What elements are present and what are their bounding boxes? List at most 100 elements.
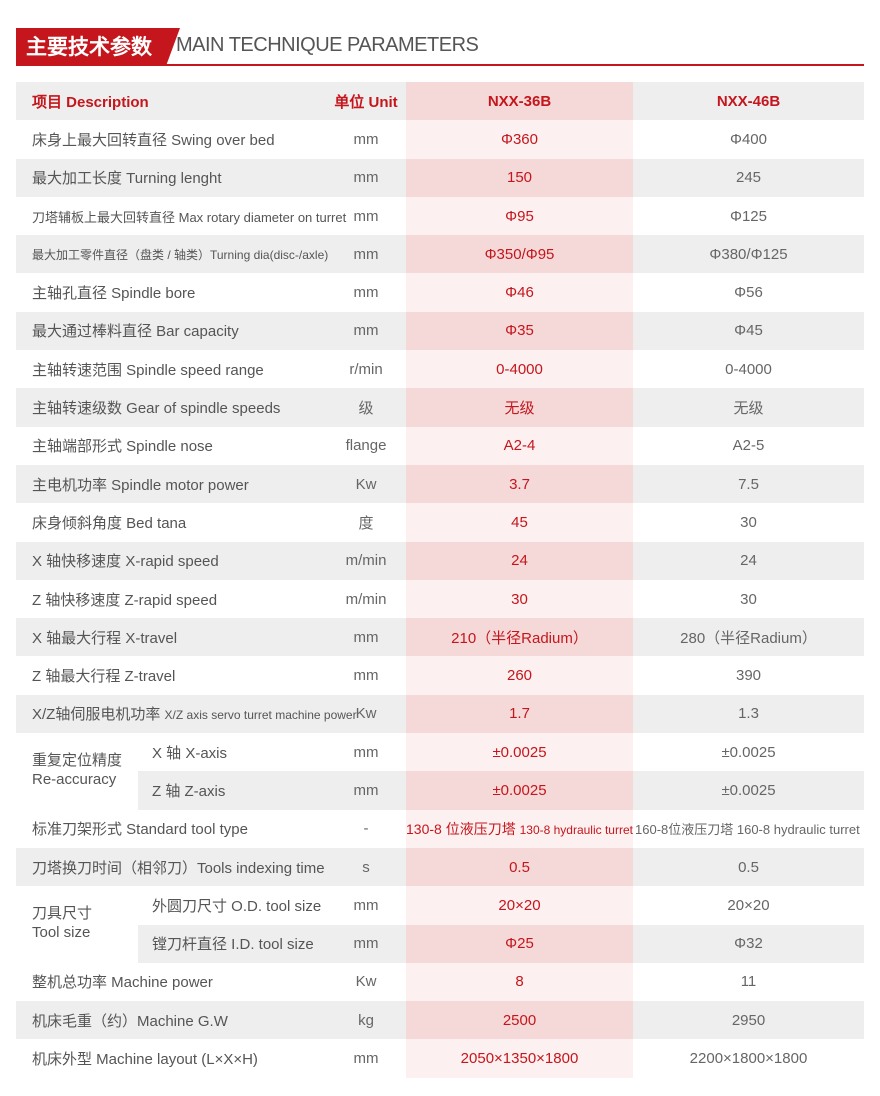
- row-unit: flange: [326, 426, 406, 465]
- row-value-model-1: 2050×1350×1800: [406, 1039, 633, 1078]
- row-value-model-1: 45: [406, 503, 633, 542]
- row-description: 主轴转速范围 Spindle speed range: [16, 350, 326, 389]
- accuracy-z-label: Z 轴 Z-axis: [152, 782, 226, 800]
- row-value-model-1: 2500: [406, 1001, 633, 1040]
- row-unit: mm: [326, 886, 406, 925]
- row-value-model-2: 30: [633, 579, 864, 619]
- table-row: 主轴孔直径 Spindle bore mm Φ46 Φ56: [16, 273, 864, 312]
- table-row: 最大加工长度 Turning lenght mm 150 245: [16, 158, 864, 197]
- row-unit: mm: [326, 158, 406, 197]
- tool-type-m1-en: 130-8 hydraulic turret: [519, 822, 633, 837]
- header-unit: 单位 Unit: [326, 82, 406, 121]
- accuracy-label-cn: 重复定位精度: [32, 752, 123, 770]
- row-description: Z 轴最大行程 Z-travel: [16, 656, 326, 695]
- table-row: 床身上最大回转直径 Swing over bed mm Φ360 Φ400: [16, 120, 864, 159]
- row-unit: mm: [326, 311, 406, 351]
- row-value-model-2: 2950: [633, 1001, 864, 1040]
- row-description-en: X/Z axis servo turret machine power: [164, 708, 357, 723]
- row-description: 床身倾斜角度 Bed tana: [16, 503, 326, 542]
- table-row: X 轴最大行程 X-travel mm 210（半径Radium） 280（半径…: [16, 618, 864, 657]
- row-description: 最大加工长度 Turning lenght: [16, 158, 326, 197]
- row-unit: mm: [326, 733, 406, 772]
- row-description: Z 轴 Z-axis: [16, 771, 326, 810]
- table-row: 刀塔换刀时间（相邻刀）Tools indexing time s 0.5 0.5: [16, 847, 864, 887]
- title-english: MAIN TECHNIQUE PARAMETERS: [176, 34, 479, 56]
- row-value-model-1: A2-4: [406, 426, 633, 465]
- header-model-2: NXX-46B: [633, 82, 864, 121]
- row-value-model-1: Φ35: [406, 311, 633, 351]
- table-row: 机床毛重（约）Machine G.W kg 2500 2950: [16, 1001, 864, 1040]
- title-chinese: 主要技术参数: [16, 28, 180, 66]
- row-value-model-1: 260: [406, 656, 633, 695]
- row-value-model-2: Φ32: [633, 924, 864, 963]
- row-unit: 度: [326, 503, 406, 542]
- row-unit: mm: [326, 120, 406, 159]
- row-unit: mm: [326, 656, 406, 695]
- row-unit: mm: [326, 196, 406, 236]
- row-description: 主轴端部形式 Spindle nose: [16, 426, 326, 465]
- row-value-model-1: Φ25: [406, 924, 633, 963]
- accuracy-group-label: 重复定位精度 Re-accuracy: [32, 751, 122, 789]
- row-value-model-1: ±0.0025: [406, 771, 633, 810]
- table-row: 整机总功率 Machine power Kw 8 11: [16, 962, 864, 1002]
- row-value-model-2: 0-4000: [633, 350, 864, 389]
- table-row: 主电机功率 Spindle motor power Kw 3.7 7.5: [16, 464, 864, 504]
- row-value-model-2: Φ45: [633, 311, 864, 351]
- row-unit: r/min: [326, 350, 406, 389]
- table-row: 主轴端部形式 Spindle nose flange A2-4 A2-5: [16, 426, 864, 465]
- row-description: 床身上最大回转直径 Swing over bed: [16, 120, 326, 159]
- row-unit: mm: [326, 235, 406, 274]
- table-row: X 轴快移速度 X-rapid speed m/min 24 24: [16, 541, 864, 580]
- row-unit: mm: [326, 273, 406, 312]
- tool-size-group-label: 刀具尺寸 Tool size: [32, 904, 92, 942]
- table-row: 主轴转速范围 Spindle speed range r/min 0-4000 …: [16, 350, 864, 389]
- table-row: Z 轴 Z-axis mm ±0.0025 ±0.0025: [16, 771, 864, 810]
- row-value-model-2: 160-8位液压刀塔 160-8 hydraulic turret: [633, 809, 864, 848]
- row-unit: m/min: [326, 579, 406, 619]
- row-value-model-2: 无级: [633, 388, 864, 427]
- row-unit: -: [326, 809, 406, 848]
- row-value-model-1: 30: [406, 579, 633, 619]
- row-unit: s: [326, 847, 406, 887]
- row-description: 主轴孔直径 Spindle bore: [16, 273, 326, 312]
- row-description: 整机总功率 Machine power: [16, 962, 326, 1002]
- row-description: 主电机功率 Spindle motor power: [16, 464, 326, 504]
- row-value-model-1: Φ46: [406, 273, 633, 312]
- table-row: 主轴转速级数 Gear of spindle speeds 级 无级 无级: [16, 388, 864, 427]
- tool-size-label-cn: 刀具尺寸: [32, 905, 93, 923]
- row-value-model-2: 245: [633, 158, 864, 197]
- row-unit: m/min: [326, 541, 406, 580]
- row-value-model-1: 无级: [406, 388, 633, 427]
- row-value-model-2: Φ56: [633, 273, 864, 312]
- row-value-model-1: 0-4000: [406, 350, 633, 389]
- row-unit: mm: [326, 618, 406, 657]
- row-description: Z 轴快移速度 Z-rapid speed: [16, 579, 326, 619]
- row-value-model-2: 24: [633, 541, 864, 580]
- row-description: 标准刀架形式 Standard tool type: [16, 809, 326, 848]
- row-value-model-2: ±0.0025: [633, 733, 864, 772]
- row-value-model-1: 3.7: [406, 464, 633, 504]
- row-value-model-1: 0.5: [406, 847, 633, 887]
- row-value-model-2: 1.3: [633, 694, 864, 734]
- row-description: 最大通过棒料直径 Bar capacity: [16, 311, 326, 351]
- row-description: 刀塔辅板上最大回转直径 Max rotary diameter on turre…: [16, 196, 346, 236]
- table-row: X/Z轴伺服电机功率 X/Z axis servo turret machine…: [16, 694, 864, 734]
- table-row: 床身倾斜角度 Bed tana 度 45 30: [16, 503, 864, 542]
- row-value-model-1: 130-8 位液压刀塔 130-8 hydraulic turret: [406, 809, 633, 848]
- tool-size-label-en: Tool size: [32, 924, 91, 942]
- row-value-model-1: Φ95: [406, 196, 633, 236]
- row-value-model-2: 280（半径Radium）: [633, 618, 864, 657]
- row-value-model-1: 8: [406, 962, 633, 1002]
- table-row: 标准刀架形式 Standard tool type - 130-8 位液压刀塔 …: [16, 809, 864, 848]
- table-row: 刀具尺寸 Tool size 外圆刀尺寸 O.D. tool size mm 2…: [16, 886, 864, 941]
- row-value-model-1: Φ350/Φ95: [406, 235, 633, 274]
- table-header-row: 项目 Description 单位 Unit NXX-36B NXX-46B: [16, 82, 864, 121]
- row-description: 重复定位精度 Re-accuracy X 轴 X-axis: [16, 733, 326, 788]
- row-value-model-2: Φ400: [633, 120, 864, 159]
- row-value-model-1: Φ360: [406, 120, 633, 159]
- row-value-model-2: 390: [633, 656, 864, 695]
- table-row: 刀塔辅板上最大回转直径 Max rotary diameter on turre…: [16, 196, 864, 236]
- row-value-model-2: Φ125: [633, 196, 864, 236]
- row-value-model-2: Φ380/Φ125: [633, 235, 864, 274]
- row-unit: 级: [326, 388, 406, 427]
